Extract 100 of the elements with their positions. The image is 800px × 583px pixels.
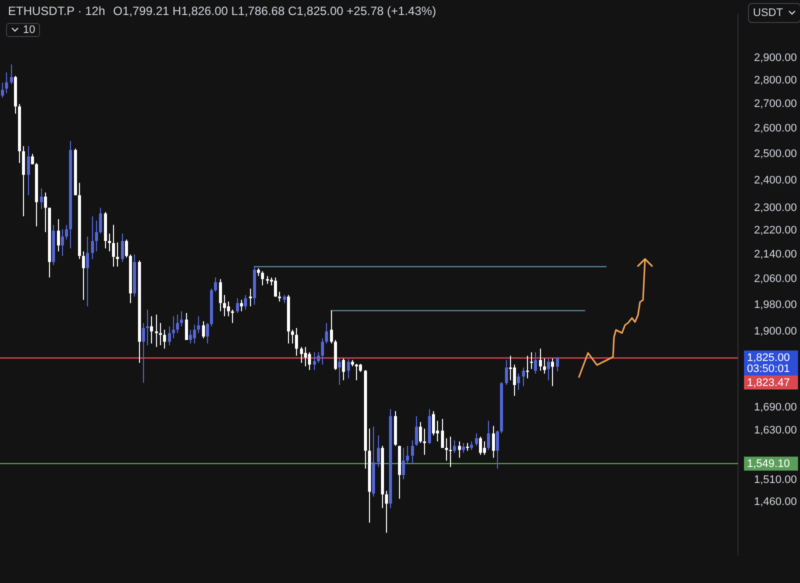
candlestick (325, 322, 328, 344)
ref-line-label: 1,549.10 (747, 458, 790, 470)
y-tick-label: 2,400.00 (754, 174, 797, 186)
text: USDT (753, 7, 783, 19)
candlestick (112, 224, 115, 268)
candlestick (517, 373, 520, 390)
candlestick (108, 233, 111, 252)
candlestick (530, 352, 533, 370)
candlestick (522, 366, 525, 387)
candlestick (5, 72, 8, 94)
candlestick (547, 358, 550, 381)
y-tick-label: 2,140.00 (754, 248, 797, 260)
candlestick (551, 358, 554, 387)
candlestick (99, 207, 102, 234)
candlestick (40, 188, 43, 210)
candlestick (27, 146, 30, 196)
candlestick (163, 329, 166, 350)
candlestick (441, 418, 444, 448)
y-tick-label: 2,800.00 (754, 74, 797, 87)
candlestick (347, 358, 350, 379)
annotation: 10 (23, 24, 36, 36)
y-tick-label: 2,220.00 (754, 224, 797, 237)
candlestick (453, 440, 456, 454)
candlestick (475, 432, 478, 446)
candlestick (31, 153, 34, 165)
y-tick-label: 1,630.00 (754, 424, 797, 437)
candlestick (278, 291, 281, 302)
candlestick (483, 440, 486, 456)
candlestick (513, 364, 516, 396)
candlestick (338, 358, 341, 386)
candlestick (445, 438, 448, 462)
y-tick-label: 2,600.00 (754, 122, 797, 134)
candlestick (168, 326, 171, 346)
y-tick-label: 2,060.00 (754, 273, 797, 286)
candlestick (377, 434, 380, 468)
y-tick-label: 1,460.00 (754, 496, 797, 508)
candlestick (10, 64, 13, 84)
candlestick (543, 358, 546, 374)
y-tick-label: 2,900.00 (754, 52, 797, 64)
candlestick (172, 316, 175, 339)
candlestick (197, 316, 200, 334)
candlestick (176, 314, 179, 334)
y-tick-label: 1,980.00 (754, 298, 797, 311)
candlestick (406, 445, 409, 465)
candlestick (57, 218, 60, 252)
candlestick (295, 328, 298, 356)
candlestick (244, 294, 247, 310)
candlestick (193, 324, 196, 344)
candlestick (249, 288, 252, 307)
candlestick (189, 329, 192, 344)
candlestick (240, 299, 243, 312)
candlestick (22, 146, 25, 217)
candlestick (159, 322, 162, 346)
candlestick (317, 352, 320, 364)
candlestick (202, 320, 205, 339)
candlestick (423, 428, 426, 456)
candlestick (492, 425, 495, 458)
candlestick (236, 298, 239, 314)
candlestick (1, 82, 4, 98)
candlestick (411, 440, 414, 465)
candlestick (308, 352, 311, 371)
candlestick (487, 420, 490, 450)
candlestick (385, 490, 388, 534)
candlestick (479, 436, 482, 456)
candlestick (291, 329, 294, 344)
y-tick-label: 2,300.00 (754, 202, 797, 214)
candlestick (185, 312, 188, 340)
chart-title: ETHUSDT.P · 12h (8, 4, 106, 18)
candlestick (304, 346, 307, 367)
candlestick (44, 192, 47, 233)
chart-subtitle: O1,799.21 H1,826.00 L1,786.68 C1,825.00 +25.78 (+1.43%) (113, 4, 436, 18)
candlestick (214, 277, 217, 292)
text: 1,825.00 03:50:01 (747, 352, 790, 376)
candlestick (125, 238, 128, 258)
candlestick (509, 355, 512, 381)
candlestick (313, 352, 316, 371)
candlestick (82, 250, 85, 300)
candlestick (227, 300, 230, 317)
candlestick (180, 310, 183, 327)
candlestick (150, 316, 153, 344)
ref-line-label: 1,823.47 (747, 377, 790, 390)
candlestick (61, 228, 64, 256)
y-tick-label: 2,700.00 (754, 98, 797, 110)
y-tick-label: 1,900.00 (754, 325, 797, 338)
candlestick (526, 355, 529, 379)
candlestick (556, 356, 559, 372)
candlestick (86, 236, 89, 307)
candlestick (496, 430, 499, 470)
candlestick (432, 410, 435, 436)
candlestick (458, 440, 461, 458)
candlestick (505, 359, 508, 386)
candlestick (539, 348, 542, 372)
candlestick (402, 447, 405, 480)
candlestick (219, 278, 222, 312)
candlestick (146, 309, 149, 346)
candlestick (95, 220, 98, 252)
candlestick (155, 314, 158, 348)
candlestick (419, 421, 422, 444)
candlestick (116, 242, 119, 268)
candlestick (261, 270, 264, 286)
